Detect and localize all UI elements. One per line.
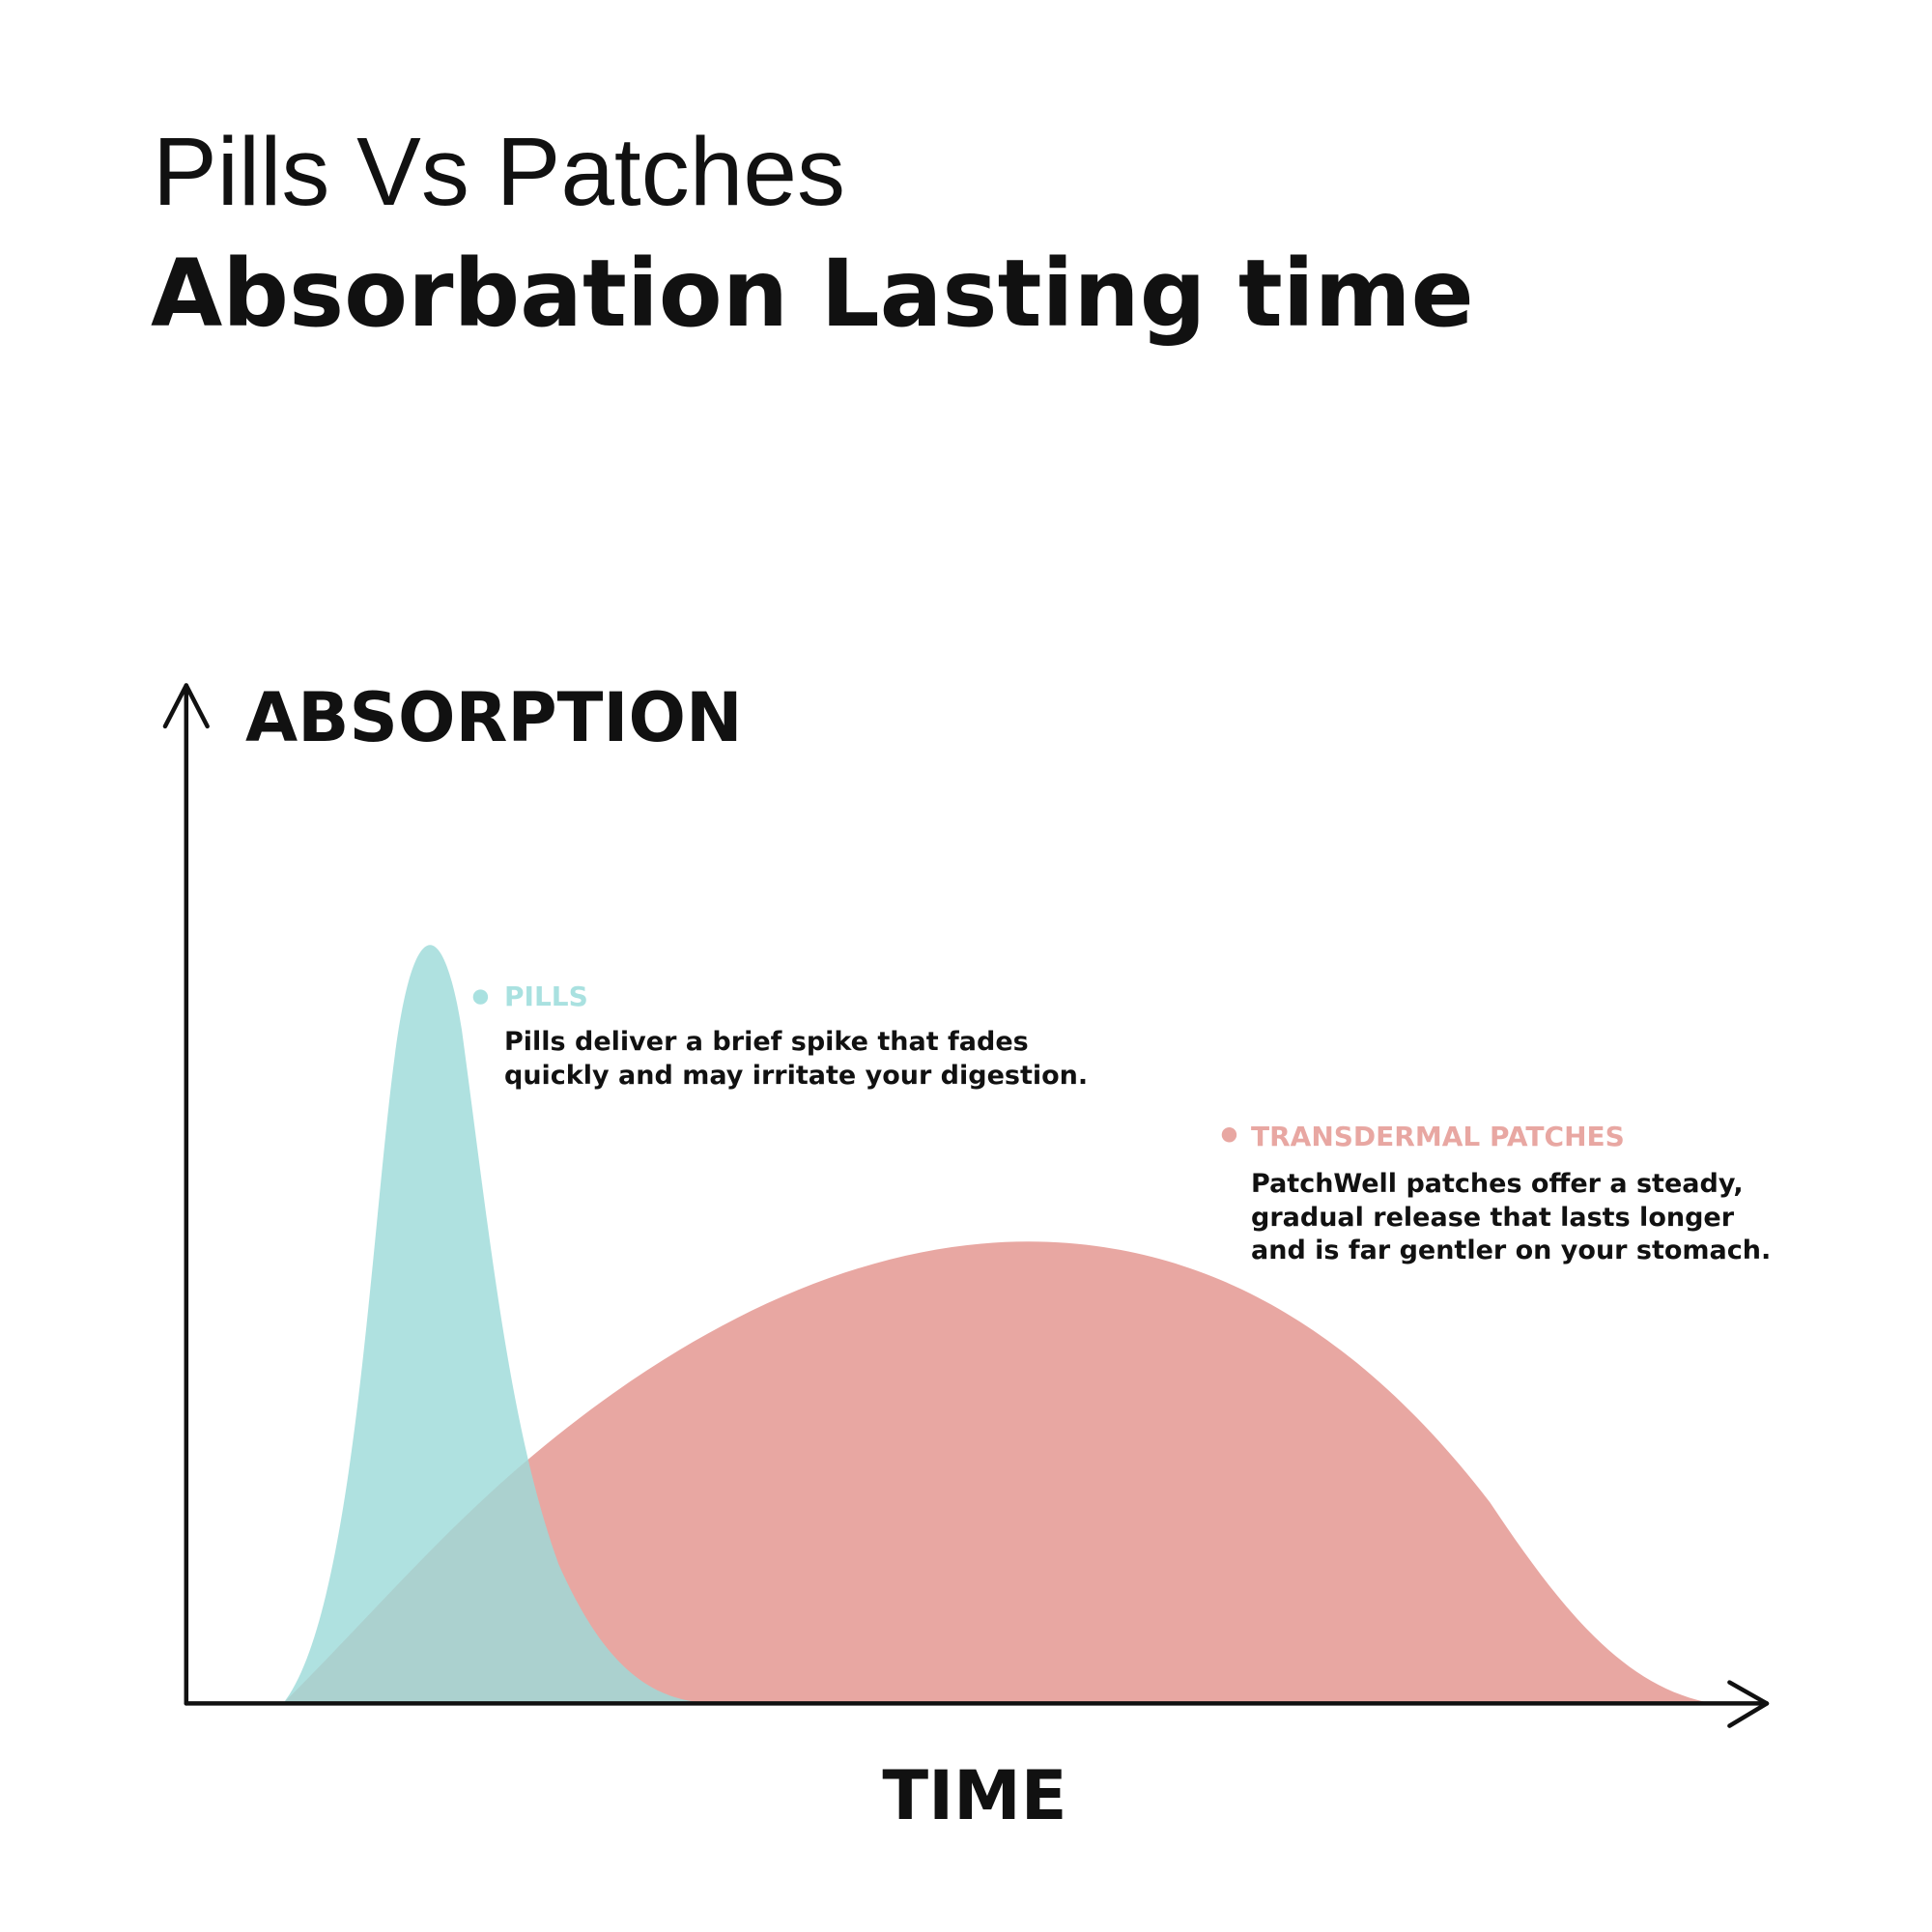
x-axis-label: TIME <box>882 1756 1066 1835</box>
y-axis-label: ABSORPTION <box>245 678 743 757</box>
y-arrow <box>162 683 210 729</box>
annotation-text: and is far gentler on your stomach. <box>1251 1236 1771 1265</box>
subtitle: Absorbation Lasting time <box>151 240 1474 348</box>
plot <box>162 683 1770 1728</box>
patches-dot <box>1221 1127 1237 1143</box>
pill-curve <box>283 945 721 1704</box>
patch-curve <box>283 1241 1714 1704</box>
title: Pills Vs Patches <box>153 118 845 226</box>
annotation-text: Pills deliver a brief spike that fades <box>504 1027 1029 1057</box>
annotation-label: TRANSDERMAL PATCHES <box>1251 1121 1625 1152</box>
annotation-text: gradual release that lasts longer <box>1251 1203 1735 1233</box>
pills-dot <box>472 989 489 1005</box>
x-arrow <box>1727 1680 1770 1728</box>
annotation-text: quickly and may irritate your digestion. <box>504 1061 1088 1091</box>
annotation-text: PatchWell patches offer a steady, <box>1251 1169 1744 1199</box>
annotation-label: PILLS <box>504 980 588 1012</box>
